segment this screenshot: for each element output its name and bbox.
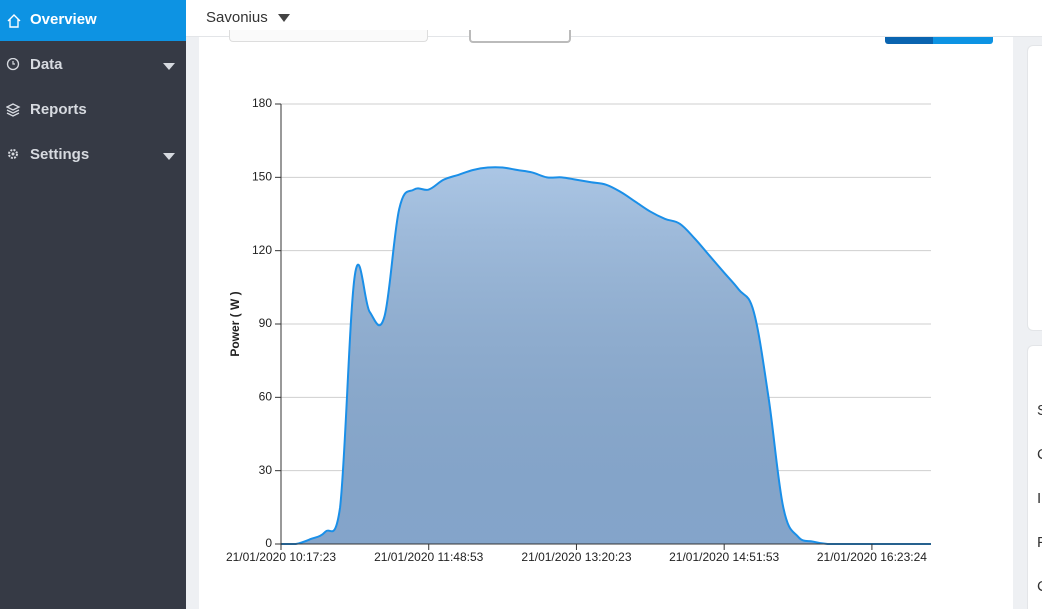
- site-selector[interactable]: Savonius: [206, 9, 290, 26]
- side-label: C: [1037, 578, 1042, 595]
- side-card: [1027, 45, 1042, 331]
- side-label: I: [1037, 490, 1042, 507]
- x-tick-label: 21/01/2020 13:20:23: [521, 550, 631, 564]
- caret: [277, 14, 290, 23]
- toggle-button[interactable]: [885, 37, 933, 44]
- x-tick-label: 21/01/2020 14:51:53: [669, 550, 779, 564]
- y-tick-label: 90: [259, 316, 273, 330]
- nav-item[interactable]: Data: [0, 45, 186, 86]
- nav-label: Overview: [30, 11, 97, 28]
- y-tick-label: 120: [252, 243, 272, 257]
- caret: [163, 63, 175, 70]
- x-tick-label: 21/01/2020 10:17:23: [226, 550, 336, 564]
- nav-item[interactable]: Settings: [0, 135, 186, 176]
- caret: [163, 153, 175, 160]
- nav-label: Settings: [30, 146, 90, 163]
- y-tick-label: 150: [252, 170, 272, 184]
- date-input[interactable]: [229, 30, 428, 42]
- toggle-button[interactable]: [933, 37, 993, 44]
- chart: Power ( W ) 0 30 60 90 120 150 180 21/01/2020 1…: [226, 96, 931, 564]
- nav-label: Reports: [30, 101, 87, 118]
- nav-label: Data: [30, 56, 63, 73]
- nav-item[interactable]: Overview: [0, 0, 186, 41]
- line: [281, 166, 931, 545]
- icon: [6, 103, 21, 117]
- icon: [8, 149, 18, 159]
- y-axis-title: Power ( W ): [228, 291, 242, 356]
- button[interactable]: [469, 30, 571, 43]
- side-label: P: [1037, 534, 1042, 551]
- y-tick-label: 60: [259, 390, 273, 404]
- icon: [6, 58, 20, 71]
- side-label: S: [1037, 402, 1042, 419]
- y-tick-label: 180: [252, 96, 272, 110]
- selector-label: Savonius: [206, 9, 268, 26]
- x-tick-label: 21/01/2020 11:48:53: [374, 550, 484, 564]
- side-label: C: [1037, 446, 1042, 463]
- sidebar: Overview Data Reports Settings: [0, 0, 186, 609]
- y-tick-label: 30: [259, 463, 273, 477]
- side-card: [1027, 345, 1042, 609]
- y-tick-label: 0: [265, 536, 272, 550]
- nav-item[interactable]: Reports: [0, 90, 186, 131]
- x-tick-label: 21/01/2020 16:23:24: [817, 550, 927, 564]
- icon: [7, 14, 21, 28]
- area-shade: [281, 167, 931, 544]
